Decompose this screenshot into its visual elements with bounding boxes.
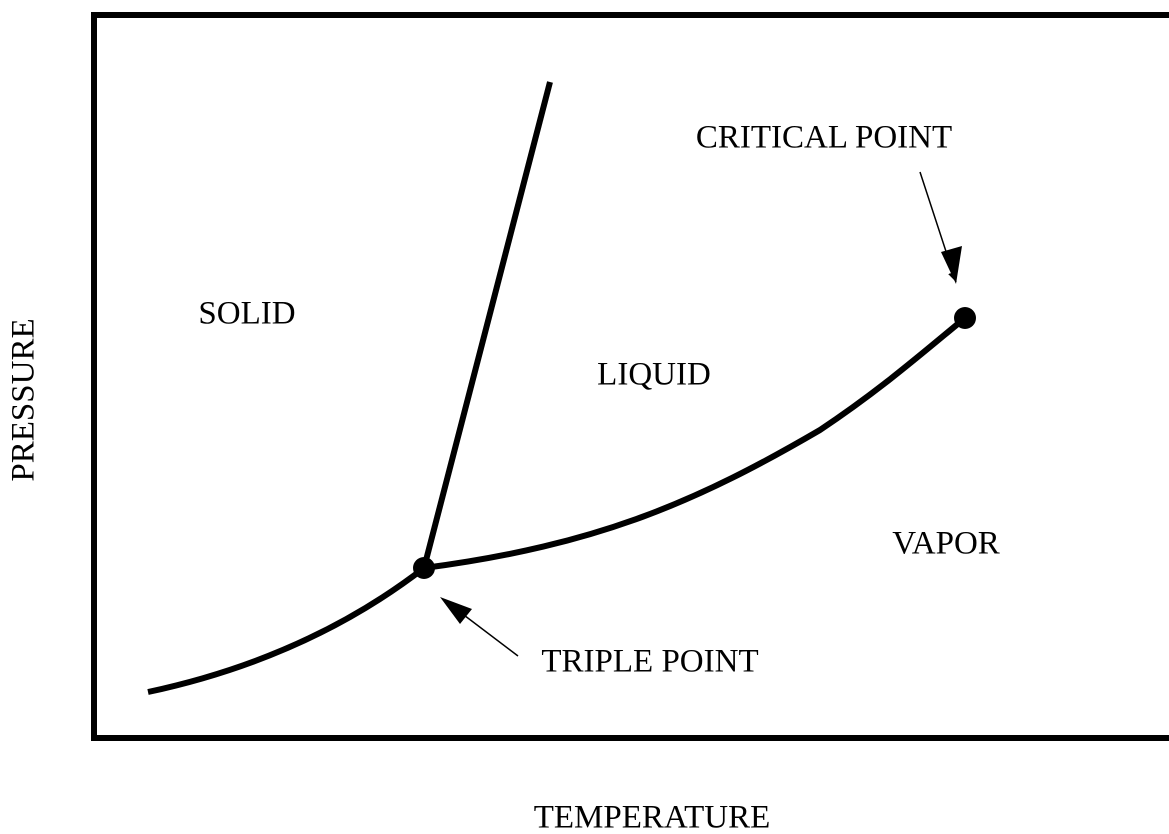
critical-arrowhead [941,246,962,284]
point-label: CRITICAL POINT [696,120,952,156]
sublimation-curve [147,565,426,695]
region-label: SOLID [198,296,295,332]
x-axis-label: TEMPERATURE [534,800,771,834]
point-label: TRIPLE POINT [541,644,758,680]
critical-point-dot [954,307,976,329]
triple-arrowhead [440,597,472,624]
triple-point-dot [413,557,435,579]
region-label: LIQUID [597,357,711,393]
y-axis-label: PRESSURE [6,318,42,481]
region-label: VAPOR [892,526,1000,562]
plot-frame [91,12,1169,741]
vaporization-curve [423,315,967,571]
fusion-curve [421,81,553,569]
